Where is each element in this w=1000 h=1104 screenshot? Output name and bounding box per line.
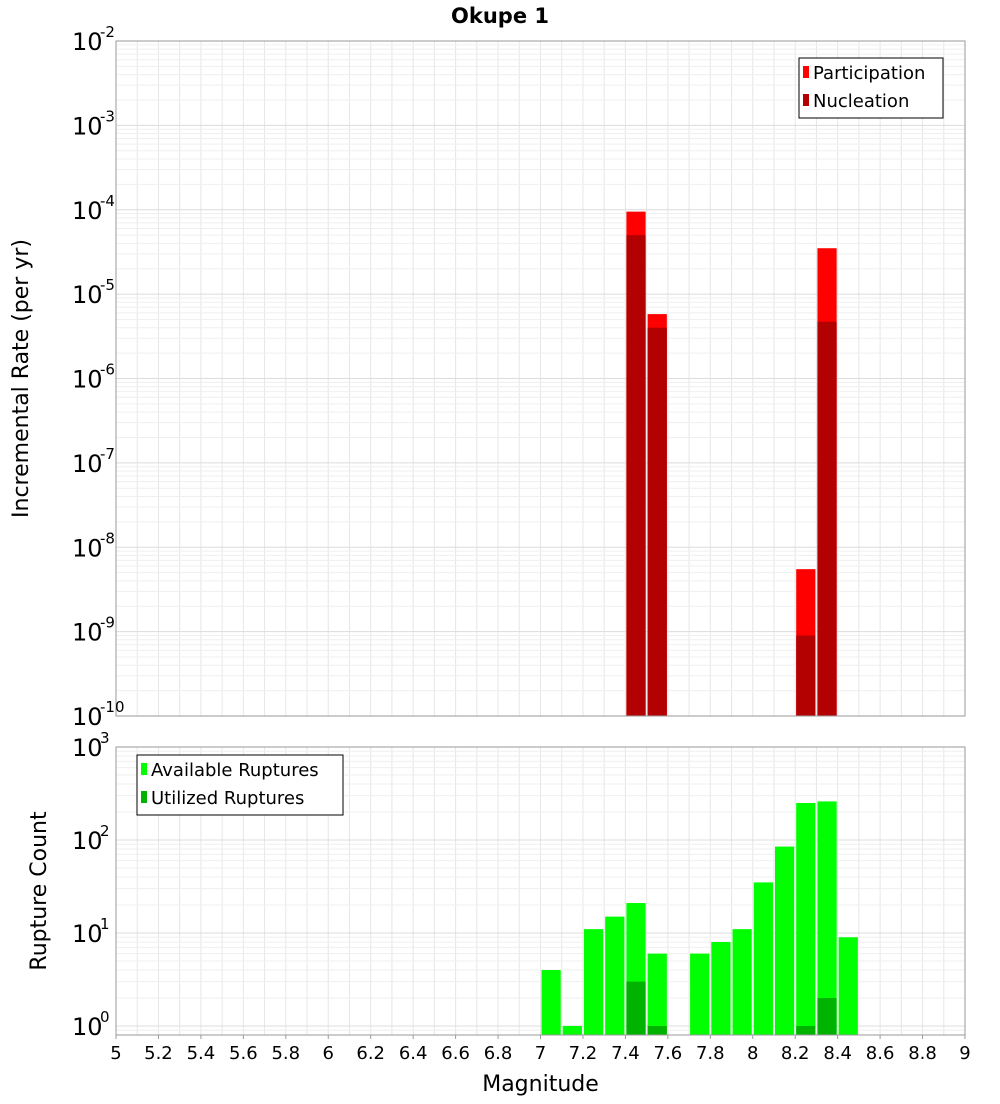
- legend: Participation Nucleation: [798, 57, 944, 119]
- series-available-ruptures: [541, 801, 858, 1035]
- x-tick-label: 6: [323, 1043, 334, 1064]
- y-tick-label: 10: [72, 734, 103, 762]
- y-tick-label: 10: [72, 366, 103, 394]
- series-nucleation: [626, 235, 837, 716]
- x-tick-label: 5.8: [271, 1043, 300, 1064]
- bar: [796, 802, 816, 1035]
- x-axis-title: Magnitude: [482, 1072, 599, 1097]
- bar: [626, 235, 646, 716]
- legend-swatch: [803, 66, 809, 78]
- x-tick-label: 7.8: [696, 1043, 725, 1064]
- y-tick-label: 10: [72, 703, 103, 731]
- bar: [796, 1025, 816, 1035]
- y-tick-exponent: 2: [100, 822, 110, 840]
- y-tick-label: 10: [72, 619, 103, 647]
- y-tick-exponent: -3: [100, 107, 115, 125]
- bar: [732, 929, 752, 1035]
- y-tick-label: 10: [72, 281, 103, 309]
- bar: [647, 953, 667, 1035]
- y-tick-label: 10: [72, 112, 103, 140]
- legend: Available Ruptures Utilized Ruptures: [136, 754, 344, 816]
- grid: [115, 40, 966, 717]
- x-tick-label: 8.2: [781, 1043, 810, 1064]
- bar: [690, 953, 710, 1035]
- x-tick-label: 6.8: [484, 1043, 513, 1064]
- x-tick-label: 7: [535, 1043, 546, 1064]
- bar: [562, 1025, 582, 1035]
- bar: [817, 997, 837, 1035]
- y-tick-exponent: 3: [100, 729, 110, 747]
- legend-label: Utilized Ruptures: [151, 788, 304, 809]
- x-tick-labels: 5 5.2 5.4 5.6 5.8 6 6.2 6.4 6.6 6.8 7 7.2 7.4 7.6 7.8 8…: [110, 1035, 971, 1064]
- bar: [583, 929, 604, 1035]
- y-tick-exponent: -2: [100, 23, 115, 41]
- y-tick-exponent: -10: [100, 698, 125, 716]
- panel-1: 10-1010-910-810-710-610-510-410-310-2Inc…: [9, 23, 966, 731]
- legend-swatch: [803, 94, 809, 106]
- x-tick-label: 9: [959, 1043, 970, 1064]
- bar: [817, 801, 837, 1035]
- y-tick-exponent: 1: [100, 915, 110, 933]
- x-tick-label: 8.4: [823, 1043, 852, 1064]
- y-axis-title: Rupture Count: [27, 811, 52, 971]
- x-tick-label: 6.2: [356, 1043, 385, 1064]
- bar: [817, 321, 837, 716]
- bar: [711, 942, 731, 1035]
- legend-label: Available Ruptures: [151, 760, 319, 781]
- y-tick-label: 10: [72, 28, 103, 56]
- x-tick-label: 5.6: [229, 1043, 258, 1064]
- bar: [647, 1025, 667, 1035]
- bar: [647, 327, 667, 716]
- bar: [796, 635, 816, 716]
- legend-label: Participation: [813, 63, 925, 84]
- bar: [753, 882, 773, 1035]
- y-tick-exponent: -5: [100, 276, 115, 294]
- x-tick-label: 6.6: [441, 1043, 470, 1064]
- legend-box: [798, 57, 944, 119]
- y-tick-exponent: -4: [100, 192, 115, 210]
- legend-swatch: [141, 791, 147, 803]
- y-tick-label: 10: [72, 450, 103, 478]
- x-tick-label: 5.4: [187, 1043, 216, 1064]
- x-tick-label: 8.6: [866, 1043, 895, 1064]
- x-tick-label: 5: [110, 1043, 121, 1064]
- x-tick-label: 6.4: [399, 1043, 428, 1064]
- y-tick-label: 10: [72, 534, 103, 562]
- bar: [774, 846, 795, 1035]
- y-tick-label: 10: [72, 1013, 103, 1041]
- bar: [605, 916, 625, 1035]
- y-tick-exponent: -7: [100, 445, 115, 463]
- bar: [626, 981, 646, 1035]
- y-tick-label: 10: [72, 827, 103, 855]
- y-tick-exponent: -9: [100, 614, 115, 632]
- x-tick-label: 8: [747, 1043, 758, 1064]
- y-tick-label: 10: [72, 197, 103, 225]
- x-tick-label: 5.2: [144, 1043, 173, 1064]
- x-tick-label: 7.4: [611, 1043, 640, 1064]
- legend-label: Nucleation: [813, 91, 909, 112]
- y-tick-exponent: 0: [100, 1008, 110, 1026]
- series-utilized-ruptures: [626, 981, 837, 1035]
- y-axis-title: Incremental Rate (per yr): [9, 239, 34, 518]
- legend-swatch: [141, 763, 147, 775]
- legend-box: [136, 754, 344, 816]
- x-tick-label: 8.8: [908, 1043, 937, 1064]
- bar: [838, 937, 858, 1035]
- x-tick-label: 7.6: [654, 1043, 683, 1064]
- bar: [541, 969, 561, 1035]
- x-tick-label: 7.2: [569, 1043, 598, 1064]
- plot-frame: [115, 40, 966, 717]
- y-tick-exponent: -8: [100, 529, 115, 547]
- y-tick-exponent: -6: [100, 361, 115, 379]
- y-tick-label: 10: [72, 920, 103, 948]
- chart-title: Okupe 1: [451, 4, 549, 28]
